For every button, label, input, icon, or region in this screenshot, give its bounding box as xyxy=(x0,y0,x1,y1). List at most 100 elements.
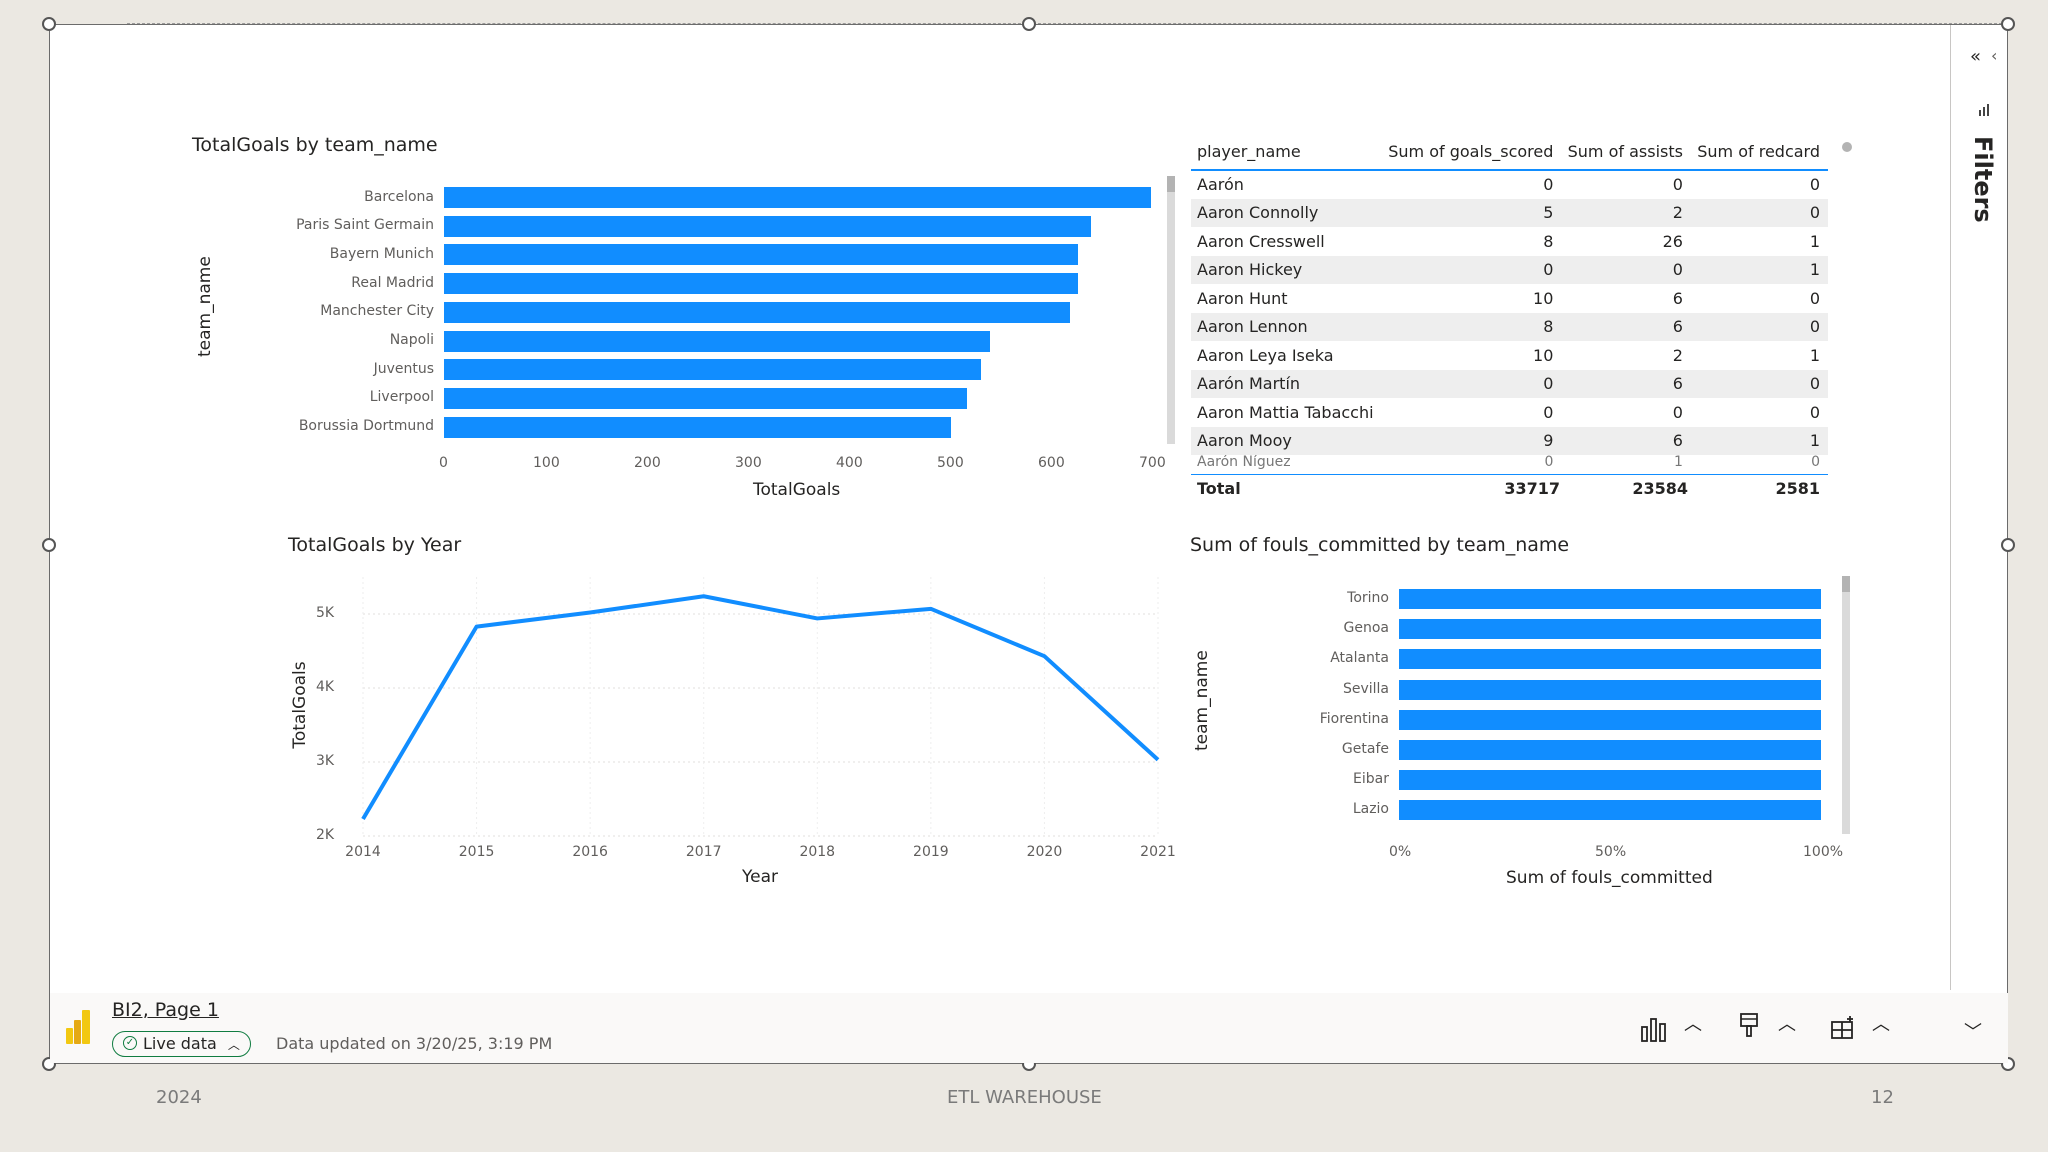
footer-title: ETL WAREHOUSE xyxy=(947,1087,1102,1108)
cell-goals: 0 xyxy=(1543,402,1554,422)
category-label: Paris Saint Germain xyxy=(296,217,434,234)
cell-goals: 10 xyxy=(1533,288,1554,308)
cell-assists: 2 xyxy=(1672,345,1683,365)
cell-assists: 2 xyxy=(1561,198,1691,227)
resize-handle-top[interactable] xyxy=(1022,17,1036,31)
bar[interactable] xyxy=(1399,619,1821,640)
bar[interactable] xyxy=(1399,740,1821,760)
category-label: Sevilla xyxy=(1342,680,1389,697)
chart-title: TotalGoals by Year xyxy=(288,534,462,556)
bar[interactable] xyxy=(444,416,952,438)
chevron-up-icon[interactable]: ︿ xyxy=(1684,1014,1702,1035)
filters-label[interactable]: Filters xyxy=(1969,136,1997,223)
bar[interactable] xyxy=(444,330,991,352)
cell-player: Aarón Martín xyxy=(1191,369,1382,398)
bar[interactable] xyxy=(444,244,1079,266)
cell-assists: 0 xyxy=(1672,175,1683,195)
cell-goals: 8 xyxy=(1381,312,1562,341)
table-row[interactable]: Aarón 0 0 0 xyxy=(1191,170,1828,199)
chevron-up-icon: ︿ xyxy=(227,1038,240,1052)
format-brush-icon[interactable] xyxy=(1738,1012,1760,1040)
table-row[interactable]: Aarón Martín 0 6 0 xyxy=(1191,369,1828,398)
cell-goals: 0 xyxy=(1543,175,1554,195)
chevron-left-icon[interactable]: ‹ xyxy=(1991,46,1998,65)
x-tick: 0% xyxy=(1389,844,1412,860)
cell-player: Aaron Hunt xyxy=(1197,288,1288,308)
bar[interactable] xyxy=(1399,709,1821,730)
cell-goals: 0 xyxy=(1544,455,1554,469)
table-row[interactable]: Aaron Leya Iseka 10 2 1 xyxy=(1191,341,1828,370)
table-row[interactable]: Aaron Hickey 0 0 1 xyxy=(1191,255,1828,284)
bar[interactable] xyxy=(1399,679,1821,700)
live-data-pill[interactable]: ✓ Live data ︿ xyxy=(112,1031,251,1057)
x-tick: 2021 xyxy=(1140,844,1176,860)
cell-redcard: 0 xyxy=(1690,198,1828,227)
bar[interactable] xyxy=(444,359,982,381)
bar[interactable] xyxy=(1399,589,1821,609)
bar[interactable] xyxy=(444,301,1071,323)
x-tick: 500 xyxy=(937,455,964,471)
resize-handle-right[interactable] xyxy=(2001,538,2015,552)
cell-player: Aarón xyxy=(1197,175,1244,195)
table-row[interactable]: Aaron Mooy 9 6 1 xyxy=(1191,426,1828,455)
total-assists: 23584 xyxy=(1632,479,1688,498)
x-axis-title: Sum of fouls_committed xyxy=(1506,868,1713,888)
bar[interactable] xyxy=(1399,770,1821,791)
add-visual-icon[interactable] xyxy=(1830,1014,1858,1040)
table-row[interactable]: Aaron Lennon 8 6 0 xyxy=(1191,312,1828,341)
collapse-filters-icon[interactable]: « xyxy=(1970,46,1982,67)
cell-redcard: 0 xyxy=(1811,455,1820,469)
bar[interactable] xyxy=(444,273,1079,295)
resize-handle-left[interactable] xyxy=(42,538,56,552)
x-tick: 600 xyxy=(1038,455,1065,471)
column-header[interactable]: player_name xyxy=(1191,135,1382,171)
bar[interactable] xyxy=(1399,800,1821,821)
scroll-indicator[interactable] xyxy=(1842,142,1852,152)
cell-assists: 26 xyxy=(1662,231,1683,251)
chevron-up-icon[interactable]: ︿ xyxy=(1778,1014,1796,1035)
scrollbar-thumb[interactable] xyxy=(1842,576,1850,592)
report-page-link[interactable]: BI2, Page 1 xyxy=(112,999,219,1021)
matrix-header-row: player_name Sum of goals_scored Sum of a… xyxy=(1191,135,1828,171)
cell-assists: 1 xyxy=(1674,455,1683,469)
filters-pane[interactable] xyxy=(1950,25,2008,990)
column-header[interactable]: Sum of redcard xyxy=(1690,135,1828,171)
cell-assists: 6 xyxy=(1561,426,1691,455)
cell-assists: 0 xyxy=(1672,402,1683,422)
x-tick: 2018 xyxy=(799,844,835,860)
chevron-up-icon[interactable]: ︿ xyxy=(1872,1014,1890,1035)
visual-chart-icon[interactable] xyxy=(1640,1015,1672,1043)
scrollbar-thumb[interactable] xyxy=(1167,176,1175,192)
cell-goals: 9 xyxy=(1381,426,1562,455)
category-label: Lazio xyxy=(1352,801,1389,818)
cell-player: Aaron Mooy xyxy=(1191,426,1382,455)
table-row[interactable]: Aaron Connolly 5 2 0 xyxy=(1191,198,1828,227)
cell-player: Aaron Connolly xyxy=(1191,198,1382,227)
bar[interactable] xyxy=(444,387,968,409)
total-goals: 33717 xyxy=(1504,479,1560,498)
cell-assists: 6 xyxy=(1561,312,1691,341)
category-label: Liverpool xyxy=(369,389,434,406)
vertical-scrollbar[interactable] xyxy=(1842,576,1850,834)
total-redcard: 2581 xyxy=(1775,479,1820,498)
column-header[interactable]: Sum of goals_scored xyxy=(1381,135,1562,171)
category-label: Atalanta xyxy=(1330,650,1389,667)
bar[interactable] xyxy=(1399,649,1821,670)
table-row[interactable]: Aaron Hunt 10 6 0 xyxy=(1191,284,1828,313)
bar[interactable] xyxy=(444,215,1092,237)
table-row[interactable]: Aaron Cresswell 8 26 1 xyxy=(1191,227,1828,256)
column-header[interactable]: Sum of assists xyxy=(1561,135,1691,171)
category-label: Napoli xyxy=(389,332,434,348)
bar[interactable] xyxy=(444,187,1151,208)
series-line[interactable] xyxy=(361,594,1160,820)
table-row[interactable]: Aaron Mattia Tabacchi 0 0 0 xyxy=(1191,398,1828,427)
filter-icon[interactable] xyxy=(1976,102,1992,118)
resize-handle-top-right[interactable] xyxy=(2001,17,2015,31)
table-row-partial[interactable]: Aarón Ñíguez 0 1 0 xyxy=(1191,455,1828,469)
chevron-down-icon[interactable]: ﹀ xyxy=(1964,1022,1982,1043)
cell-assists: 6 xyxy=(1672,288,1683,308)
resize-handle-top-left[interactable] xyxy=(42,17,56,31)
vertical-scrollbar[interactable] xyxy=(1167,176,1175,444)
x-tick: 700 xyxy=(1139,455,1166,471)
